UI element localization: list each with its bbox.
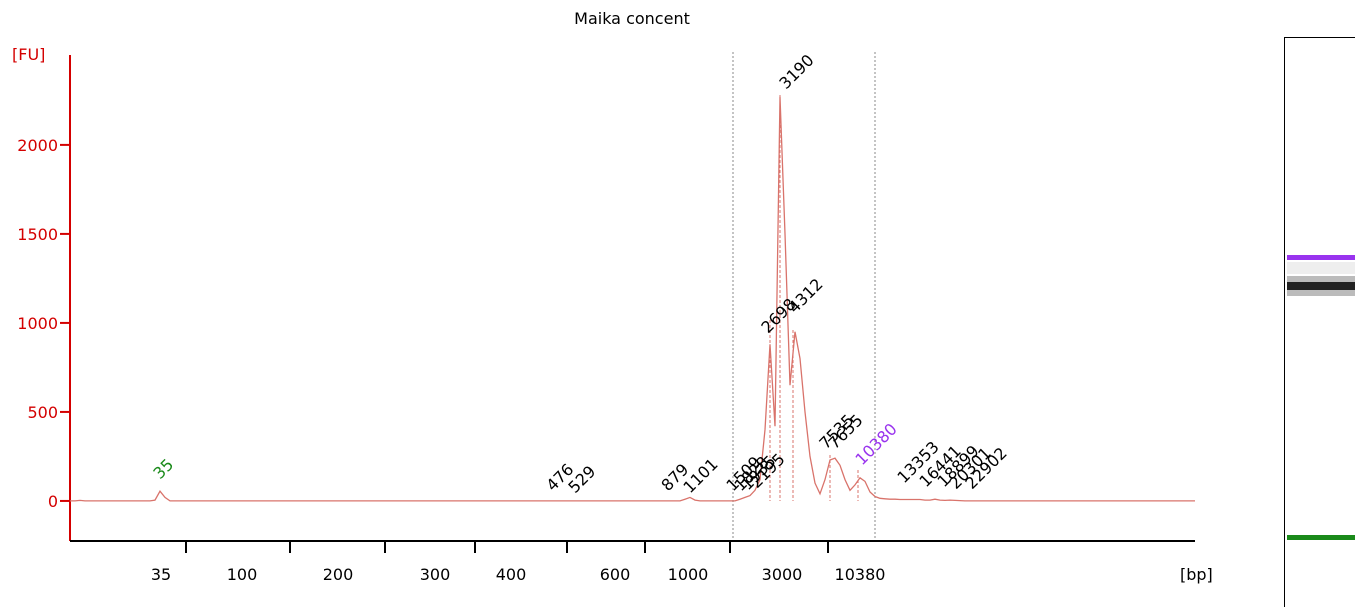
chart-title: Maika concent: [574, 9, 690, 28]
gel-band: [1287, 262, 1355, 274]
x-tick-label: 1000: [668, 565, 709, 584]
x-tick-label: 10380: [835, 565, 886, 584]
gel-lane: [1284, 37, 1355, 607]
x-tick-label: 200: [323, 565, 354, 584]
x-axis-label: [bp]: [1180, 565, 1213, 584]
peak-label: 1101: [679, 455, 721, 497]
x-tick-label: 300: [420, 565, 451, 584]
x-tick-label: 100: [227, 565, 258, 584]
y-axis-label: [FU]: [12, 45, 45, 64]
peak-label: 4312: [784, 275, 826, 317]
y-tick-label: 1500: [17, 225, 58, 244]
y-tick-label: 1000: [17, 314, 58, 333]
gel-band: [1287, 282, 1355, 290]
peak-label: 3190: [775, 51, 817, 93]
upper-marker-band: [1287, 255, 1355, 260]
x-tick-label: 35: [151, 565, 171, 584]
lower-marker-band: [1287, 535, 1355, 540]
gel-frame: [1284, 37, 1355, 607]
x-tick-label: 3000: [762, 565, 803, 584]
y-tick-label: 0: [48, 492, 58, 511]
y-tick-label: 500: [27, 403, 58, 422]
y-tick-label: 2000: [17, 136, 58, 155]
peak-label: 35: [149, 455, 177, 483]
x-tick-label: 400: [496, 565, 527, 584]
trace-line: [70, 96, 1195, 502]
x-tick-label: 600: [600, 565, 631, 584]
